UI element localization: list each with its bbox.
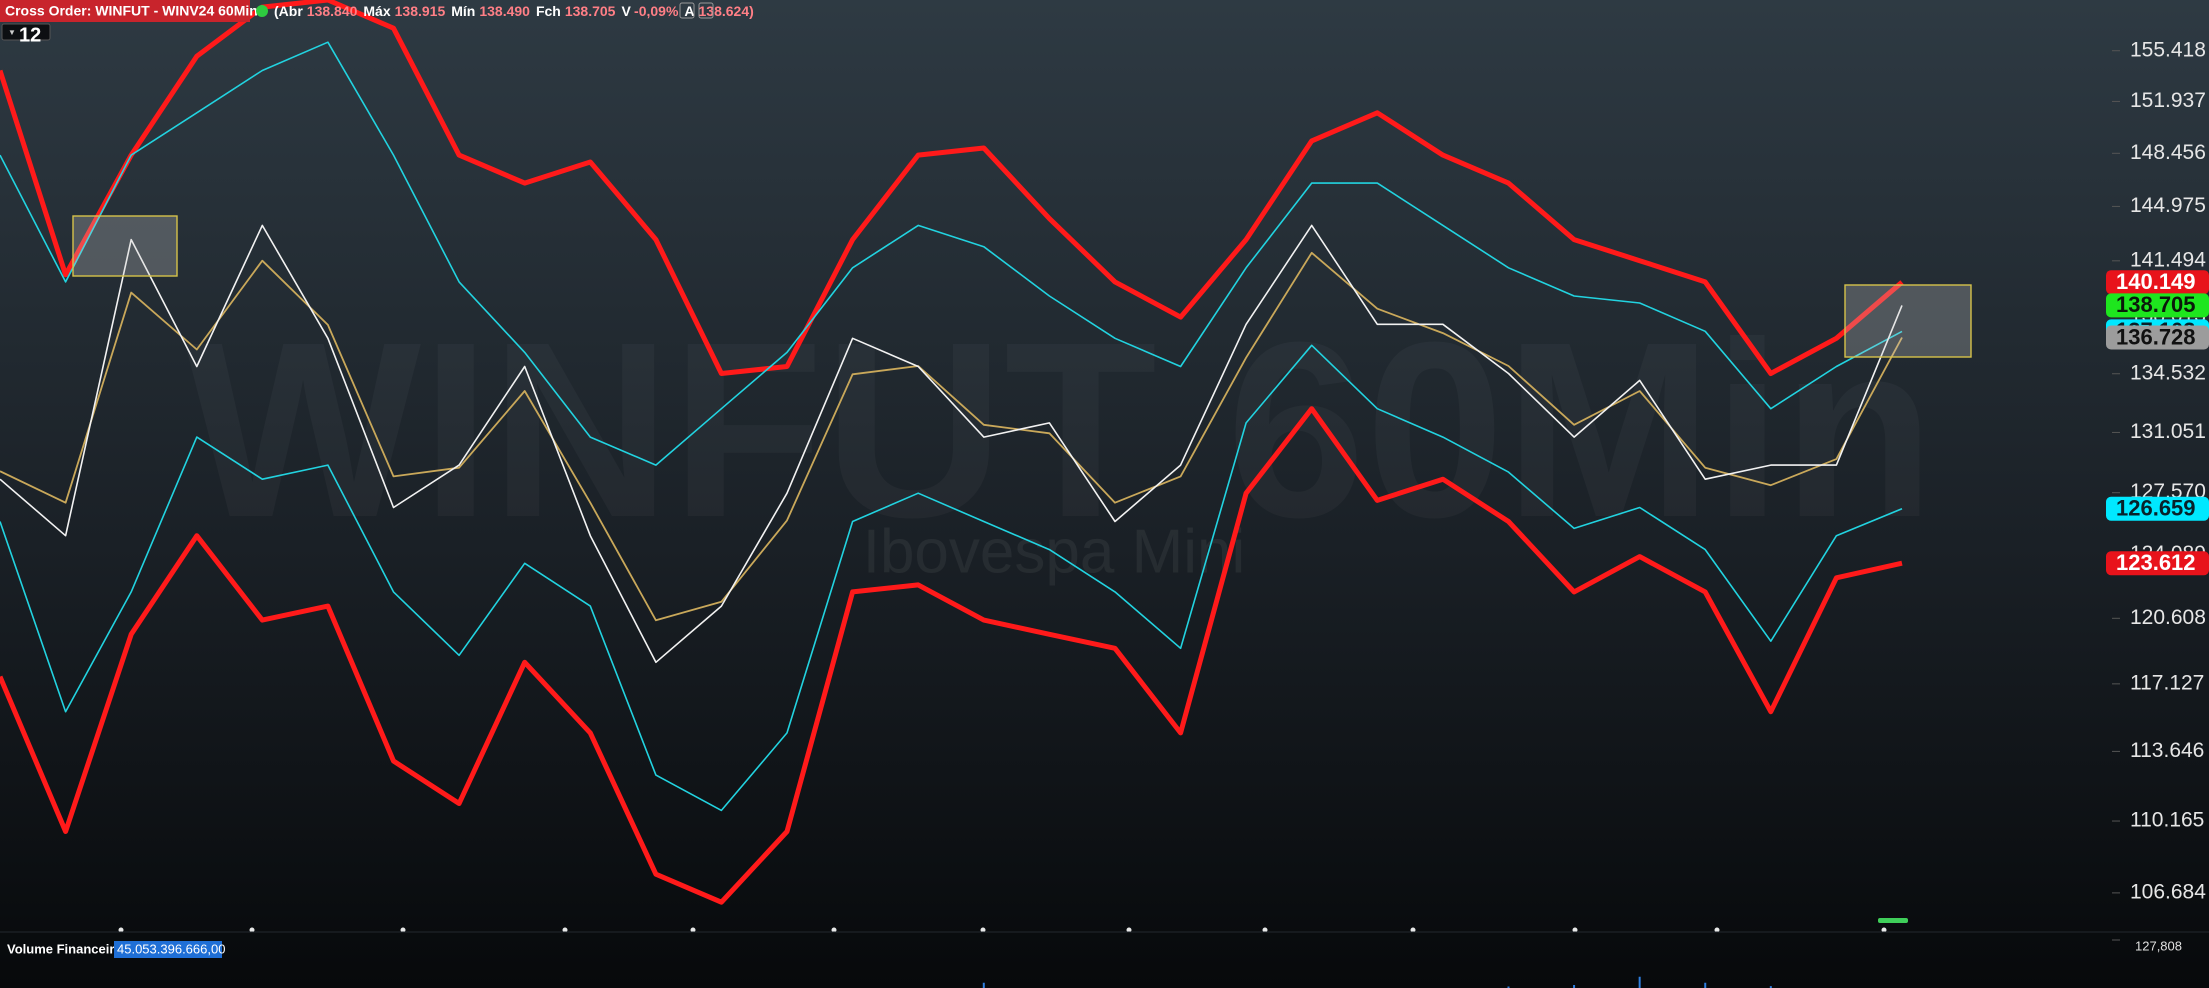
plot-area (0, 0, 2120, 933)
last-value-badge (2106, 293, 2209, 318)
x-axis-dot (1714, 927, 1720, 933)
quote-value: 138.705 (565, 3, 616, 19)
volume-label: Volume Financeiro (7, 941, 122, 956)
quote-value: 138.915 (395, 3, 446, 19)
volume-bar (1507, 986, 1510, 988)
x-axis-dot (562, 927, 568, 933)
last-value-label: 123.612 (2116, 550, 2196, 575)
x-axis-dot (1126, 927, 1132, 933)
volume-bar (982, 982, 985, 988)
header-button[interactable] (679, 2, 695, 19)
period-badge[interactable]: 12 (19, 24, 41, 46)
last-value-label: 126.659 (2116, 496, 2196, 521)
y-tick-label: 117.127 (2130, 671, 2204, 694)
last-value-badge (2106, 496, 2209, 521)
volume-total: 45.053.396.666,00 (117, 941, 225, 956)
x-axis-dot (249, 927, 255, 933)
y-tick-label: 144.975 (2130, 194, 2206, 217)
volume-bar (1769, 986, 1772, 988)
header-button[interactable] (698, 2, 714, 19)
y-tick-label: 120.608 (2130, 606, 2206, 629)
volume-area: 127,808 (982, 938, 2182, 988)
last-value-label: 138.705 (2116, 292, 2196, 317)
last-value-badge (2106, 270, 2209, 295)
position-marker (1878, 918, 1908, 923)
x-axis-dot (831, 927, 837, 933)
quote-label: (Abr (274, 3, 303, 19)
y-tick-label: 134.532 (2130, 361, 2206, 384)
y-tick-label: 113.646 (2130, 739, 2204, 762)
quote-label: Máx (363, 3, 390, 19)
volume-bar (1638, 976, 1641, 988)
y-tick-label: 141.494 (2130, 248, 2206, 271)
volume-total-box (114, 941, 222, 958)
volume-bar (1573, 984, 1576, 988)
x-axis-dot (118, 927, 124, 933)
last-value-badge (2106, 325, 2209, 350)
quote-value: 138.490 (479, 3, 530, 19)
quote-label: Mín (451, 3, 475, 19)
y-tick-label: 131.051 (2130, 420, 2206, 443)
order-badge[interactable] (0, 0, 250, 22)
x-axis-dot (400, 927, 406, 933)
y-tick-label: 110.165 (2130, 809, 2204, 832)
last-value-badge (2106, 551, 2209, 576)
series-line (0, 344, 1903, 812)
quote-line: (Abr 138.840 Máx 138.915 Mín 138.490 Fch 138.70… (274, 3, 754, 19)
order-title[interactable]: Cross Order: WINFUT - WINV24 60Min (5, 3, 258, 19)
quote-value: -0,09% (634, 3, 679, 19)
highlight-box (72, 215, 178, 277)
last-value-label: 136.728 (2116, 324, 2196, 349)
last-value-label: 140.149 (2116, 269, 2196, 294)
quote-label: V (621, 3, 631, 19)
period-box[interactable] (1, 23, 51, 41)
x-axis-dot (1262, 927, 1268, 933)
series-line (0, 41, 1903, 466)
x-axis-dot (1881, 927, 1887, 933)
quote-label: Fch (536, 3, 561, 19)
series-line (0, 251, 1903, 622)
y-tick-label: 155.418 (2130, 38, 2206, 61)
series-line (0, 224, 1903, 664)
y-tick-label: 151.937 (2130, 89, 2206, 112)
highlight-box (1844, 284, 1972, 358)
status-dot (256, 5, 268, 17)
series-line (0, 406, 1903, 905)
y-tick-label: 106.684 (2130, 880, 2206, 903)
quote-value: 138.840 (307, 3, 358, 19)
dropdown-arrow[interactable]: ▼ (8, 28, 16, 37)
volume-bar (1704, 982, 1707, 988)
x-axis-dot (980, 927, 986, 933)
volume-tick-label: 127,808 (2135, 938, 2182, 953)
quote-value: 138.624) (699, 3, 754, 19)
y-tick-label: 148.456 (2130, 141, 2206, 164)
quote-label: A (684, 3, 694, 19)
series-line (0, 0, 1904, 376)
x-axis-dot (1410, 927, 1416, 933)
x-axis-dot (690, 927, 696, 933)
x-axis-dot (1572, 927, 1578, 933)
